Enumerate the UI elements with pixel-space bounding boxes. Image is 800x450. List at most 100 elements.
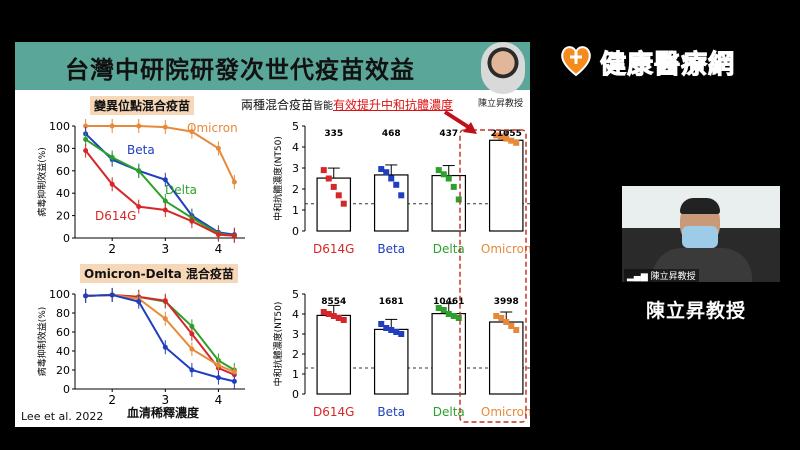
bottom-bar-chart-value-label: 10461: [433, 297, 464, 307]
bottom-bar-chart-value-label: 1681: [379, 297, 404, 307]
top-bar-chart-y-tick-label: 1: [292, 204, 299, 217]
bottom-line-chart-data-point: [109, 292, 115, 298]
bottom-bar-chart-category-label-omicron: Omicron: [481, 405, 530, 419]
top-bar-chart-replicate-point: [493, 132, 500, 139]
bottom-line-chart-data-point: [189, 331, 195, 337]
heart-logo-icon: [561, 46, 591, 77]
top-bar-chart-replicate-point: [440, 171, 447, 178]
x-axis-title-bottom: 血清稀釋濃度: [127, 406, 200, 420]
bottom-bar-chart-replicate-point: [378, 321, 385, 327]
slide-title-bar: 台灣中研院研發次世代疫苗效益: [15, 42, 530, 90]
bottom-line-chart-data-point: [231, 378, 237, 384]
bottom-bar-chart-y-axis-title: 中和抗體濃度(NT50): [272, 302, 284, 387]
bottom-bar-chart-replicate-point: [340, 317, 347, 323]
bottom-bar-chart-bar-omicron: [488, 321, 524, 395]
top-line-chart-data-point: [162, 124, 168, 130]
bottom-line-chart-data-point: [162, 316, 168, 322]
bottom-line-chart-y-tick-label: 0: [63, 383, 70, 396]
top-bar-chart-replicate-point: [498, 133, 505, 140]
bottom-bar-chart-replicate-point: [503, 319, 510, 325]
bottom-bar-chart-category-label-d614g: D614G: [313, 405, 354, 419]
bottom-line-chart-series-line-omicron: [85, 293, 235, 373]
top-bar-chart-replicate-point: [503, 135, 510, 142]
top-bar-chart-category-label-beta: Beta: [377, 242, 405, 256]
top-bar-chart-bar-omicron: [488, 139, 524, 232]
top-line-chart-data-point: [231, 233, 237, 239]
top-bar-chart-y-tick-label: 2: [292, 183, 299, 196]
presentation-slide: 台灣中研院研發次世代疫苗效益 陳立昇教授 變異位點混合疫苗 兩種混合疫苗皆能有效…: [15, 42, 530, 427]
bottom-bar-chart-replicate-point: [450, 313, 457, 319]
top-bar-chart-category-label-omicron: Omicron: [481, 242, 530, 256]
bottom-bar-chart-replicate-point: [398, 331, 405, 337]
top-line-chart-x-tick-label: 3: [161, 242, 169, 256]
top-bar-chart-replicate-point: [383, 169, 390, 176]
bottom-bar-chart-y-tick-label: 4: [292, 308, 299, 321]
bottom-bar-chart-replicate-point: [440, 307, 447, 313]
top-line-chart-y-axis-title: 病毒抑制效益(%): [36, 147, 48, 217]
top-bar-chart-replicate-point: [445, 175, 452, 182]
top-line-chart-data-point: [109, 181, 115, 187]
citation: Lee et al. 2022: [21, 410, 104, 423]
bottom-line-chart-data-point: [136, 299, 142, 305]
top-line-chart-data-point: [136, 123, 142, 129]
top-line-chart-data-point: [189, 218, 195, 224]
top-line-chart-data-point: [189, 129, 195, 135]
bottom-line-chart-data-point: [231, 369, 237, 375]
top-line-chart-y-tick-label: 100: [49, 120, 70, 133]
top-bar-chart-replicate-point: [398, 192, 405, 199]
top-bar-chart-replicate-point: [388, 175, 395, 182]
top-bar-chart-replicate-point: [325, 175, 332, 182]
top-bar-chart-replicate-point: [508, 137, 515, 144]
bottom-line-chart-data-point: [162, 298, 168, 304]
top-line-chart-y-tick-label: 40: [56, 187, 70, 200]
top-bar-chart-category-label-delta: Delta: [433, 242, 465, 256]
bottom-line-chart-x-tick-label: 2: [108, 393, 116, 407]
top-line-chart-data-point: [83, 148, 89, 154]
caption-prefix: 兩種混合疫苗: [241, 98, 314, 112]
bottom-bar-chart-replicate-point: [320, 309, 327, 315]
bottom-line-chart-data-point: [83, 293, 89, 299]
bottom-bar-chart-y-tick-label: 2: [292, 348, 299, 361]
brand-logo: 健康醫療網: [558, 40, 768, 84]
bottom-bar-chart-value-label: 3998: [494, 297, 519, 307]
top-bar-chart-y-tick-label: 3: [292, 162, 299, 175]
top-line-chart-data-point: [109, 154, 115, 160]
top-bar-chart-replicate-point: [513, 139, 520, 146]
bottom-line-chart-x-tick-label: 4: [215, 393, 223, 407]
bottom-bar-chart-category-label-beta: Beta: [377, 405, 405, 419]
bottom-line-chart-x-tick-label: 3: [161, 393, 169, 407]
bottom-bar-chart-replicate-point: [325, 311, 332, 317]
top-bar-chart-replicate-point: [330, 183, 337, 190]
top-bar-chart-replicate-point: [450, 183, 457, 190]
bottom-line-chart-y-tick-label: 80: [56, 307, 70, 320]
bottom-bar-chart-replicate-point: [445, 311, 452, 317]
top-line-chart-data-point: [162, 207, 168, 213]
bottom-line-chart-series-line-d614g: [85, 293, 235, 376]
top-bar-chart-replicate-point: [393, 181, 400, 188]
webcam-name-tag: ▂▄▆ 陳立昇教授: [624, 269, 699, 282]
top-bar-chart-value-label: 335: [324, 129, 343, 139]
bottom-bar-chart-replicate-point: [335, 315, 342, 321]
bottom-bar-chart-bar-beta: [373, 328, 409, 395]
top-line-chart-x-tick-label: 4: [215, 242, 223, 256]
top-bar-chart-value-label: 21055: [491, 129, 522, 139]
caption-highlight: 有效提升中和抗體濃度: [333, 98, 454, 112]
top-line-chart-data-point: [231, 179, 237, 185]
top-line-chart-y-tick-label: 60: [56, 165, 70, 178]
bottom-line-chart-data-point: [215, 375, 221, 381]
top-line-chart-data-point: [83, 136, 89, 142]
top-bar-chart-y-axis-title: 中和抗體濃度(NT50): [272, 136, 284, 221]
top-bar-chart-replicate-point: [455, 196, 462, 203]
professor-portrait: [481, 42, 525, 94]
top-bar-chart-value-label: 437: [439, 129, 458, 139]
top-bar-chart-replicate-point: [435, 167, 442, 174]
top-line-chart-series-label-d614g: D614G: [95, 209, 136, 223]
brand-name: 健康醫療網: [599, 50, 736, 81]
bottom-bar-chart-bar-d614g: [316, 314, 352, 395]
top-line-chart-data-point: [136, 204, 142, 210]
top-bar-chart-bar-beta: [373, 174, 409, 232]
webcam-label: 陳立昇教授: [650, 272, 696, 282]
bottom-line-chart-data-point: [189, 367, 195, 373]
chart-caption: 兩種混合疫苗皆能有效提升中和抗體濃度: [241, 96, 453, 113]
